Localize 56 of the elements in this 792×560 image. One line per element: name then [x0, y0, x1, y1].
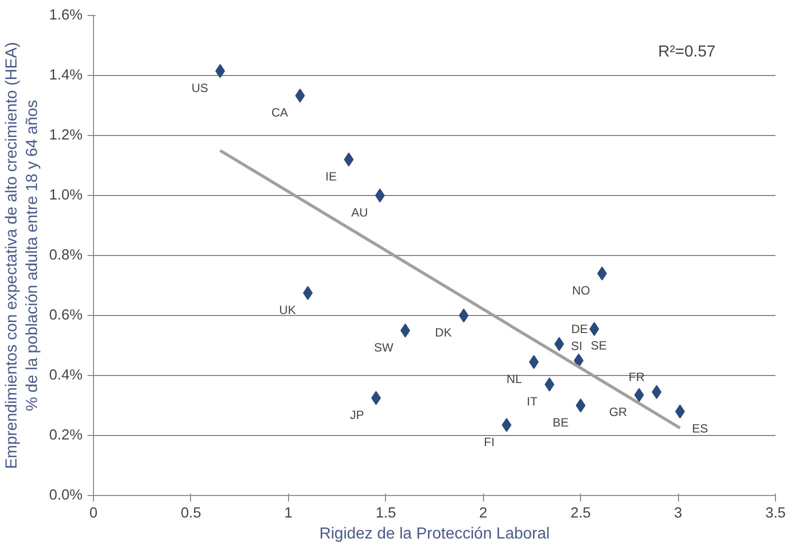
point — [375, 188, 385, 202]
point — [576, 398, 586, 412]
x-tick-label: 1 — [284, 506, 292, 522]
point — [675, 404, 685, 418]
annotation: US — [191, 81, 208, 95]
y-tick-label: 1.0% — [49, 188, 82, 204]
annotation: NL — [506, 372, 522, 386]
point — [554, 337, 564, 351]
point — [344, 152, 354, 166]
y-tick-label: 0.6% — [49, 308, 82, 324]
annotation: JP — [350, 408, 364, 422]
point — [215, 64, 225, 78]
annotation: CA — [271, 106, 288, 120]
point — [303, 286, 313, 300]
annotation: FI — [484, 435, 495, 449]
annotation: SW — [374, 340, 394, 354]
x-tick-label: 3.5 — [765, 506, 786, 522]
point — [529, 355, 539, 369]
annotation: R²=0.57 — [658, 44, 716, 60]
y-tick-label: 1.6% — [49, 8, 82, 24]
x-tick-label: 2 — [479, 506, 488, 522]
y-tick-label: 1.4% — [49, 68, 82, 84]
annotation: DK — [435, 326, 452, 340]
y-tick-label: 1.2% — [49, 128, 82, 144]
point — [371, 391, 381, 405]
annotation: DE — [571, 322, 588, 336]
point — [634, 388, 644, 402]
annotation: SI — [570, 339, 582, 353]
annotation: IE — [325, 170, 337, 184]
point — [574, 354, 584, 368]
annotation: GR — [609, 405, 628, 419]
annotation: BE — [552, 416, 569, 430]
annotation: NO — [572, 284, 590, 298]
point — [458, 308, 469, 322]
x-tick-label: 0.5 — [180, 506, 202, 522]
point — [652, 385, 662, 399]
annotation: IT — [526, 394, 538, 408]
annotation: SE — [590, 338, 607, 352]
y-tick-label: 0.4% — [49, 368, 82, 384]
point — [544, 378, 554, 392]
annotation: UK — [279, 303, 296, 317]
y-axis-title: Emprendimientos con expectativa de alto crecimiento (HEA) % de la población adulta entre 18 y 64 años — [4, 42, 42, 469]
x-tick-label: 2.5 — [570, 506, 591, 522]
x-tick-label: 0 — [89, 506, 98, 522]
x-axis-title: Rigidez de la Protección Laboral — [319, 526, 550, 542]
point — [589, 322, 600, 336]
annotation: AU — [351, 206, 368, 220]
y-tick-label: 0.0% — [49, 488, 82, 504]
x-tick-label: 3 — [674, 506, 682, 522]
y-tick-label: 0.2% — [49, 428, 82, 444]
x-tick-label: 1.5 — [376, 506, 396, 522]
point — [502, 418, 512, 432]
y-tick-label: 0.8% — [49, 248, 82, 264]
point — [400, 324, 410, 338]
point — [597, 266, 607, 280]
annotation: ES — [692, 422, 708, 436]
